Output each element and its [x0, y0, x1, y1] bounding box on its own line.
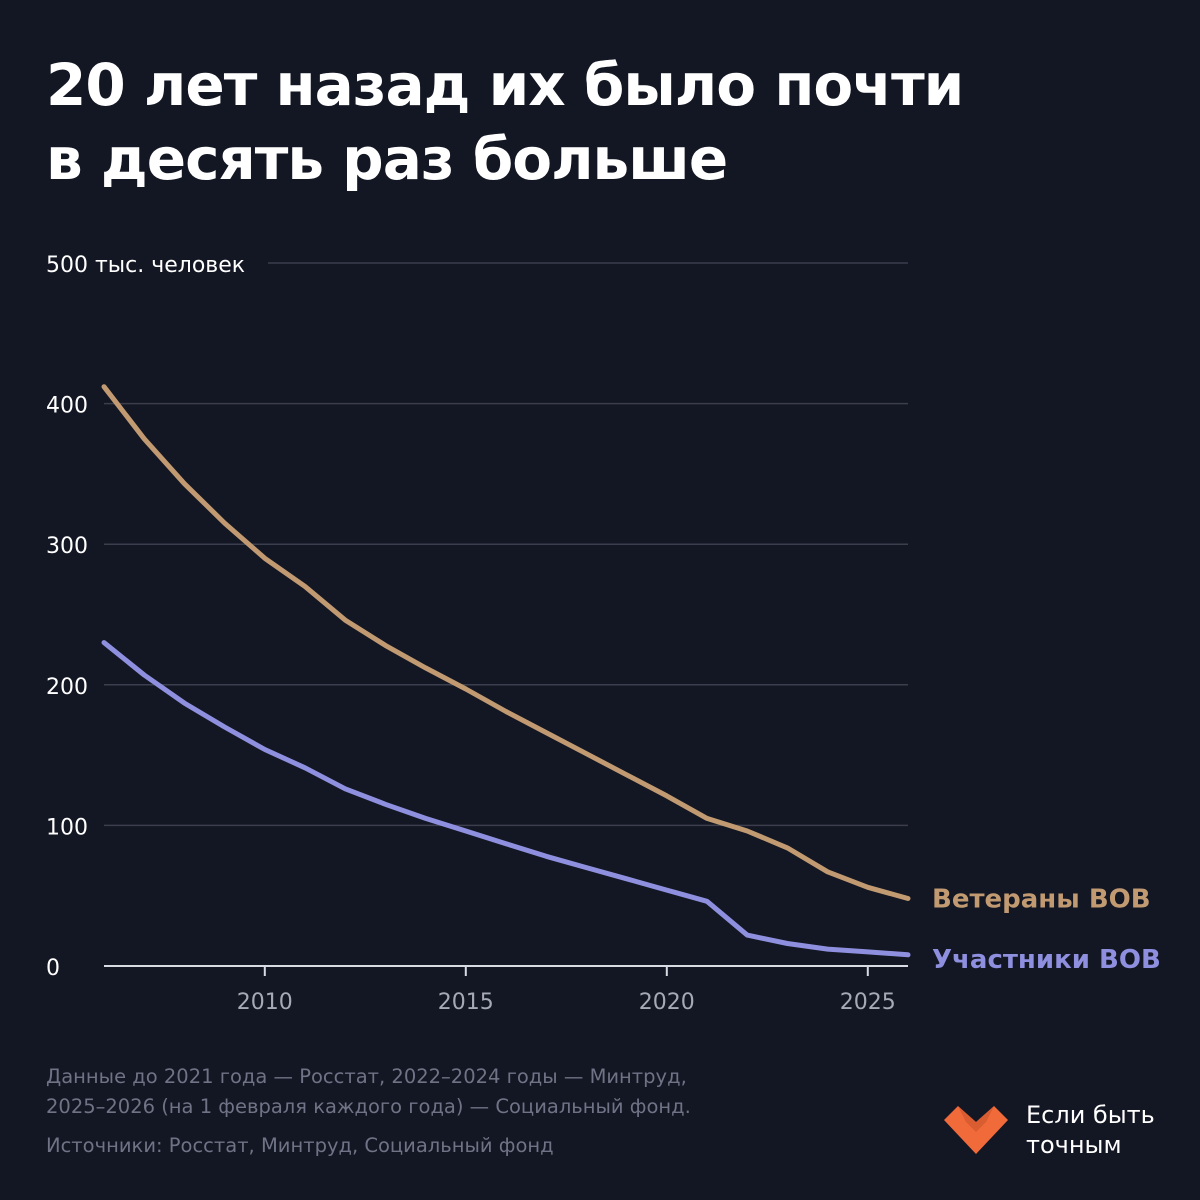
data-note-line-1: Данные до 2021 года — Росстат, 2022–2024… [46, 1065, 687, 1088]
series-labels: Ветераны ВОВ Участники ВОВ [932, 885, 1161, 975]
y-tick-label-0: 0 [46, 956, 60, 981]
brand-block: Если быть точным [940, 1100, 1180, 1160]
chart-title: 20 лет назад их было почти в десять раз … [46, 48, 1146, 196]
y-axis-ticks: 0 100 200 300 400 500 тыс. человек [46, 253, 245, 981]
x-tick-label-2015: 2015 [438, 990, 494, 1015]
sources-note: Источники: Росстат, Минтруд, Социальный … [46, 1134, 554, 1157]
y-tick-label-400: 400 [46, 394, 88, 419]
chart-title-line-2: в десять раз больше [46, 125, 728, 193]
x-axis-ticks: 2010 2015 2020 2025 [237, 966, 896, 1015]
brand-name: Если быть точным [1026, 1100, 1176, 1160]
y-tick-label-100: 100 [46, 815, 88, 840]
y-tick-label-300: 300 [46, 534, 88, 559]
y-tick-label-200: 200 [46, 675, 88, 700]
series-label-veterans: Ветераны ВОВ [932, 885, 1151, 915]
chart-title-line-1: 20 лет назад их было почти [46, 51, 964, 119]
brand-name-line-1: Если быть [1026, 1101, 1155, 1129]
series-label-participants: Участники ВОВ [932, 945, 1161, 975]
data-notes: Данные до 2021 года — Росстат, 2022–2024… [46, 1062, 866, 1122]
series-line-veterans [101, 384, 911, 901]
gridlines [104, 262, 908, 827]
x-tick-label-2025: 2025 [840, 990, 896, 1015]
heart-logo-icon [944, 1106, 1008, 1154]
x-tick-label-2010: 2010 [237, 990, 293, 1015]
brand-name-line-2: точным [1026, 1131, 1122, 1159]
series-lines [101, 384, 911, 958]
y-tick-label-500: 500 тыс. человек [46, 253, 245, 278]
series-line-participants [101, 640, 911, 958]
x-tick-label-2020: 2020 [639, 990, 695, 1015]
data-note-line-2: 2025–2026 (на 1 февраля каждого года) — … [46, 1095, 691, 1118]
